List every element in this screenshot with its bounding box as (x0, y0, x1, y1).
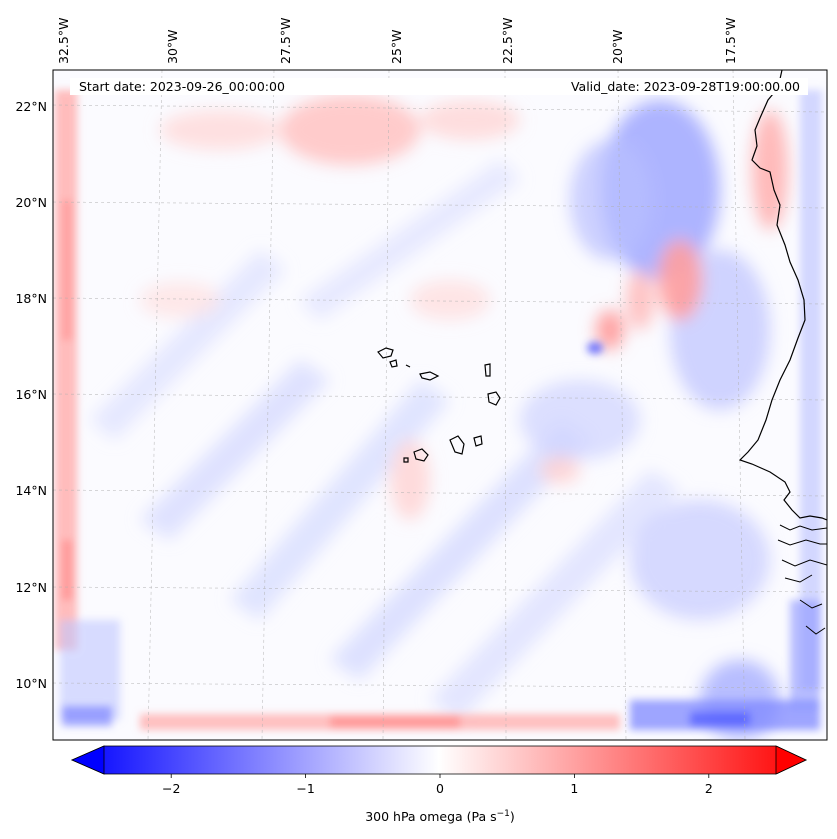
lat-label: 22°N (15, 99, 47, 114)
valid-date-label: Valid_date: 2023-09-28T19:00:00.00 (571, 79, 800, 94)
gridlines (53, 70, 827, 740)
lon-label: 32.5°W (56, 18, 71, 64)
colorbar-label: 300 hPa omega (Pa s−1) (365, 809, 515, 824)
lat-label: 12°N (15, 580, 47, 595)
colorbar-tick-label: −2 (162, 781, 180, 796)
cape-verde-islands (377, 347, 501, 463)
lon-label: 25°W (389, 29, 404, 64)
lat-label: 14°N (15, 483, 47, 498)
lon-label: 20°W (610, 29, 625, 64)
lon-label: 17.5°W (723, 18, 738, 64)
guinea-coast (777, 524, 827, 635)
colorbar-high-extend (775, 745, 807, 775)
latitude-labels: 22°N 20°N 18°N 16°N 14°N 12°N 10°N (15, 99, 47, 691)
lat-label: 20°N (15, 195, 47, 210)
header-bar (70, 78, 808, 95)
colorbar: −2 −1 0 1 2 300 hPa omega (Pa s−1) (71, 745, 807, 824)
colorbar-bar (71, 745, 807, 775)
colorbar-low-extend (71, 745, 105, 775)
lon-label: 27.5°W (278, 18, 293, 64)
africa-coastline (738, 70, 827, 521)
colorbar-tick-label: 2 (705, 781, 713, 796)
colorbar-tick-label: 0 (436, 781, 444, 796)
colorbar-tick-label: 1 (570, 781, 578, 796)
longitude-labels: 32.5°W 30°W 27.5°W 25°W 22.5°W 20°W 17.5… (56, 18, 738, 64)
lat-label: 10°N (15, 676, 47, 691)
map-frame (52, 69, 828, 741)
colorbar-tick-label: −1 (296, 781, 314, 796)
lat-label: 18°N (15, 291, 47, 306)
colorbar-ticks: −2 −1 0 1 2 (162, 774, 713, 796)
start-date-label: Start date: 2023-09-26_00:00:00 (79, 79, 285, 94)
lon-label: 30°W (165, 29, 180, 64)
lon-label: 22.5°W (500, 18, 515, 64)
lat-label: 16°N (15, 387, 47, 402)
omega-field (53, 70, 827, 740)
